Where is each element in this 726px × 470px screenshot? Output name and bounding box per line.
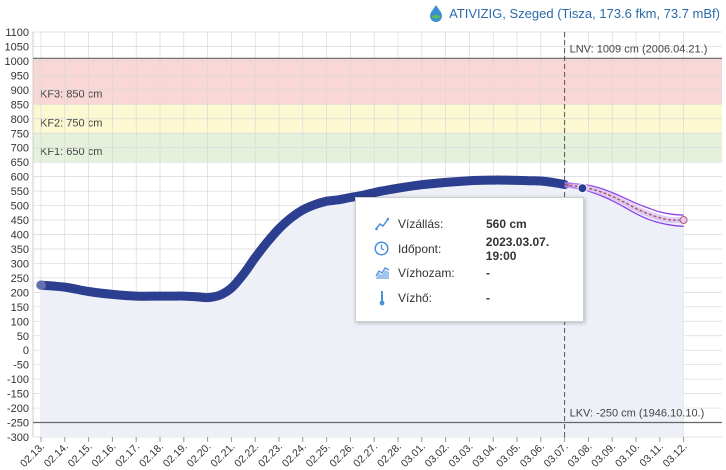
x-tick-label: 02.13. (18, 441, 47, 470)
x-tick-label: 02.15. (66, 441, 95, 470)
tooltip-label: Vízhő: (398, 290, 433, 305)
y-tick-label: 900 (11, 85, 29, 97)
y-tick-label: 700 (11, 143, 29, 155)
y-tick-label: 50 (17, 331, 29, 343)
tooltip-value: 2023.03.07. 19:00 (485, 234, 550, 263)
x-tick-label: 03.02. (423, 441, 452, 470)
tooltip-label: Vízállás: (398, 217, 444, 232)
tooltip-row-water-temp: Vízhő: - (374, 286, 583, 311)
x-tick-label: 03.08. (565, 441, 594, 470)
y-tick-label: 100 (11, 316, 29, 328)
x-tick-label: 02.25. (304, 441, 333, 470)
drop-leaf-logo-icon (430, 5, 443, 22)
warning-band (33, 58, 722, 105)
y-axis-ticks: 1100105010009509008508007507006506005505… (5, 27, 29, 444)
tooltip-row-water-level: Vízállás: 560 cm (374, 212, 583, 237)
x-tick-label: 02.26. (327, 441, 356, 470)
x-tick-label: 03.09. (589, 441, 618, 470)
x-tick-label: 02.18. (137, 441, 166, 470)
y-tick-label: 600 (11, 172, 29, 184)
x-tick-label: 02.28. (375, 441, 404, 470)
tooltip-row-time: Időpont: 2023.03.07. 19:00 (374, 234, 583, 263)
forecast-end-point (679, 216, 688, 225)
y-tick-label: 0 (23, 345, 29, 357)
y-tick-label: 350 (11, 244, 29, 256)
y-tick-label: 400 (11, 230, 29, 242)
reference-line-label: LKV: -250 cm (1946.10.10.) (570, 408, 705, 420)
measured-series-line (36, 175, 570, 303)
y-tick-label: 1000 (5, 56, 29, 68)
discharge-chart-icon (374, 265, 390, 281)
x-tick-label: 03.06. (518, 441, 547, 470)
x-tick-label: 02.16. (89, 441, 118, 470)
x-tick-label: 03.05. (494, 441, 523, 470)
x-tick-label: 02.19. (161, 441, 190, 470)
x-tick-label: 02.27. (351, 441, 380, 470)
measured-start-point (36, 280, 46, 291)
chart-title: ATIVIZIG, Szeged (Tisza, 173.6 fkm, 73.7… (449, 5, 720, 21)
x-tick-label: 02.20. (185, 441, 214, 470)
y-tick-label: 950 (11, 70, 29, 82)
x-axis-ticks: 02.13.02.14.02.15.02.16.02.17.02.18.02.1… (18, 441, 690, 470)
data-tooltip: Vízállás: 560 cm Időpont: 2023.03.07. 19… (355, 197, 584, 322)
y-tick-label: 250 (11, 273, 29, 285)
band-label: KF3: 850 cm (40, 88, 102, 100)
tooltip-label: Időpont: (397, 241, 442, 256)
x-tick-label: 03.01. (399, 441, 428, 470)
y-tick-label: 550 (11, 186, 29, 198)
y-tick-label: 850 (11, 99, 29, 111)
y-tick-label: 200 (11, 287, 29, 299)
x-tick-label: 02.14. (42, 441, 71, 470)
x-tick-label: 02.23. (256, 441, 285, 470)
band-label: KF1: 650 cm (40, 146, 102, 158)
y-tick-label: 450 (11, 215, 29, 227)
x-tick-label: 03.03. (446, 441, 475, 470)
x-tick-label: 03.12. (661, 441, 690, 470)
tooltip-value: - (486, 266, 490, 281)
tooltip-value: - (486, 290, 490, 305)
tooltip-value: 560 cm (486, 217, 527, 232)
x-tick-label: 03.10. (613, 441, 642, 470)
y-tick-label: -250 (7, 418, 29, 430)
band-label: KF2: 750 cm (40, 117, 102, 129)
reference-line-label: LNV: 1009 cm (2006.04.21.) (570, 43, 708, 55)
highlighted-data-point (577, 183, 588, 194)
chart-header: ATIVIZIG, Szeged (Tisza, 173.6 fkm, 73.7… (427, 4, 720, 22)
y-tick-label: -100 (7, 374, 29, 386)
y-tick-label: 500 (11, 201, 29, 213)
y-tick-label: -150 (7, 389, 29, 401)
x-tick-label: 02.22. (232, 441, 261, 470)
y-tick-label: 150 (11, 302, 29, 314)
series (36, 175, 688, 303)
x-tick-label: 02.24. (280, 441, 309, 470)
x-tick-label: 03.04. (470, 441, 499, 470)
y-tick-label: 800 (11, 114, 29, 126)
x-tick-label: 03.07. (542, 441, 571, 470)
y-tick-label: -300 (7, 432, 29, 444)
x-tick-label: 02.17. (113, 441, 142, 470)
water-level-line-icon (374, 216, 390, 232)
y-tick-label: 1050 (5, 41, 29, 53)
y-tick-label: 650 (11, 157, 29, 169)
thermometer-icon (374, 290, 390, 306)
tooltip-row-discharge: Vízhozam: - (374, 261, 583, 286)
y-tick-label: 750 (11, 128, 29, 140)
x-tick-label: 03.11. (637, 441, 666, 470)
y-tick-label: 1100 (5, 27, 29, 39)
clock-icon (374, 241, 390, 257)
y-tick-label: -50 (13, 360, 29, 372)
reference-lines: LNV: 1009 cm (2006.04.21.) LKV: -250 cm (… (33, 32, 722, 437)
x-tick-label: 02.21. (208, 441, 237, 470)
y-tick-label: 300 (11, 258, 29, 270)
tooltip-label: Vízhozam: (398, 266, 455, 281)
y-tick-label: -200 (7, 403, 29, 415)
